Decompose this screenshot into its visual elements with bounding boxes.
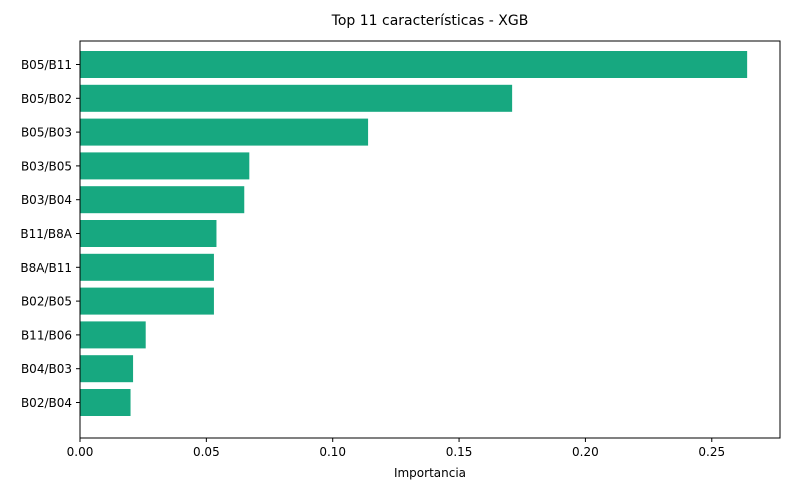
bar-b11-b06 — [80, 321, 146, 349]
chart-title: Top 11 características - XGB — [331, 13, 529, 29]
y-tick-label: B05/B03 — [21, 126, 72, 140]
x-tick-label: 0.10 — [319, 445, 346, 459]
bar-b02-b04 — [80, 389, 131, 416]
x-tick-label: 0.05 — [193, 445, 220, 459]
y-tick-label: B03/B04 — [21, 193, 72, 207]
bar-b05-b02 — [80, 84, 513, 112]
bars-group — [80, 51, 748, 416]
bar-b11-b8a — [80, 220, 217, 247]
y-tick-label: B02/B05 — [21, 295, 72, 309]
x-tick-label: 0.00 — [67, 445, 94, 459]
x-axis: 0.00 0.05 0.10 0.15 0.20 0.25 — [67, 438, 725, 459]
x-axis-label: Importancia — [394, 466, 466, 480]
bar-b05-b03 — [80, 118, 369, 146]
y-tick-label: B05/B02 — [21, 92, 72, 106]
bar-b8a-b11 — [80, 253, 214, 281]
y-tick-label: B05/B11 — [21, 58, 72, 72]
plot-frame — [79, 40, 781, 439]
y-tick-label: B11/B06 — [21, 328, 72, 342]
y-tick-label: B8A/B11 — [20, 261, 72, 275]
bar-b02-b05 — [80, 287, 214, 315]
bar-b03-b04 — [80, 186, 245, 214]
bar-b04-b03 — [80, 355, 134, 383]
y-tick-label: B02/B04 — [21, 396, 72, 410]
x-tick-label: 0.15 — [446, 445, 473, 459]
bar-b05-b11 — [80, 51, 748, 78]
x-tick-label: 0.20 — [572, 445, 599, 459]
x-tick-label: 0.25 — [698, 445, 725, 459]
y-tick-label: B04/B03 — [21, 362, 72, 376]
y-tick-label: B11/B8A — [20, 227, 72, 241]
y-tick-label: B03/B05 — [21, 159, 72, 173]
bar-b03-b05 — [80, 152, 250, 180]
y-axis: B05/B11 B05/B02 B05/B03 B03/B05 B03/B04 B11/B… — [20, 58, 80, 410]
